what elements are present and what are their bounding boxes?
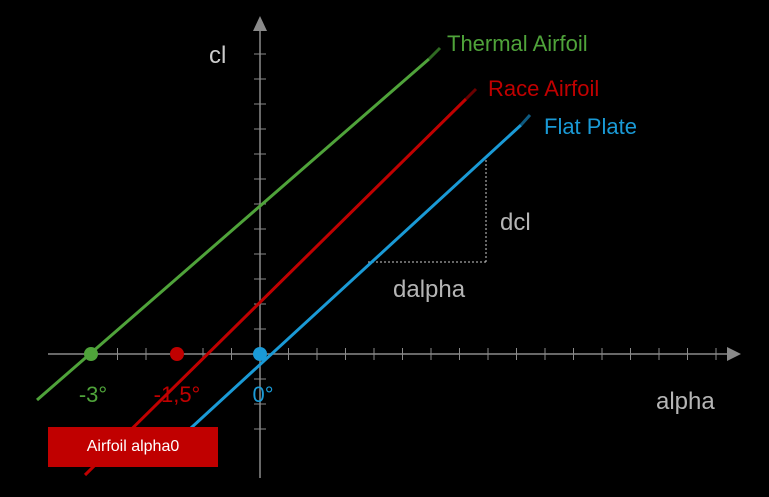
- race-line-label: Race Airfoil: [488, 76, 599, 101]
- y-axis-arrow: [253, 16, 267, 31]
- thermal-alpha0-marker: [84, 347, 98, 361]
- thermal-alpha0-label: -3°: [79, 382, 107, 407]
- race-alpha0-label: -1,5°: [154, 382, 201, 407]
- race-line-tip: [464, 87, 478, 101]
- flat-line: [165, 123, 523, 452]
- slope-triangle: dcl dalpha: [368, 160, 531, 303]
- race-line: [83, 97, 468, 477]
- x-axis-label: alpha: [656, 388, 715, 415]
- lift-line-race: -1,5° Race Airfoil: [83, 76, 599, 477]
- axis-ticks: [88, 53, 717, 430]
- flat-alpha0-marker: [253, 347, 267, 361]
- x-axis-arrow: [727, 347, 741, 361]
- thermal-line-tip: [427, 46, 442, 61]
- lift-line-flat: 0° Flat Plate: [165, 113, 637, 452]
- flat-line-tip: [519, 113, 532, 127]
- airfoil-alpha0-legend: Airfoil alpha0: [48, 427, 218, 467]
- airfoil-alpha0-legend-label: Airfoil alpha0: [86, 438, 180, 455]
- dcl-label: dcl: [500, 209, 531, 236]
- flat-line-label: Flat Plate: [544, 114, 637, 139]
- y-axis-label: cl: [209, 42, 226, 69]
- thermal-line: [36, 57, 430, 402]
- flat-alpha0-label: 0°: [252, 382, 273, 407]
- lift-line-thermal: -3° Thermal Airfoil: [36, 31, 588, 407]
- dalpha-label: dalpha: [393, 276, 466, 303]
- thermal-line-label: Thermal Airfoil: [447, 31, 588, 56]
- race-alpha0-marker: [170, 347, 184, 361]
